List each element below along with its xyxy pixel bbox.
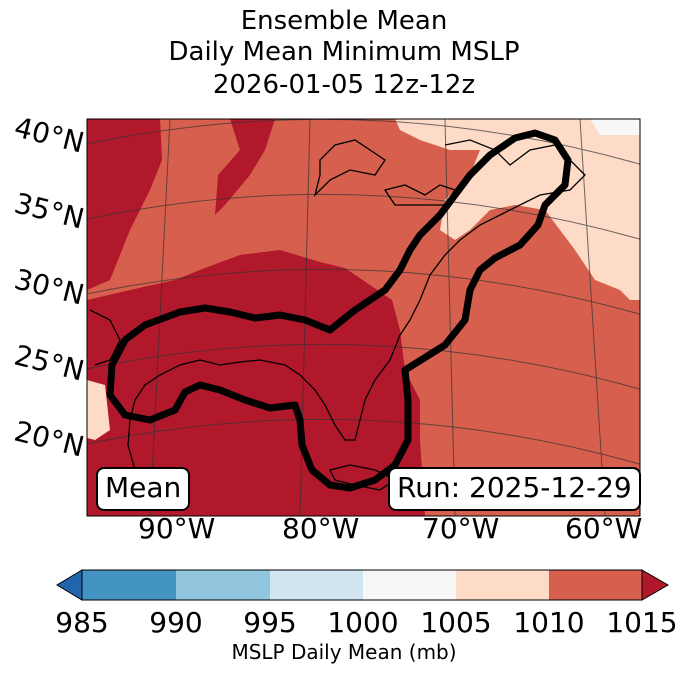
colorbar-frame: [81, 569, 643, 601]
colorbar-tick: 1010: [513, 606, 585, 639]
colorbar-bin: [549, 570, 642, 600]
title-line-1: Ensemble Mean: [240, 6, 448, 36]
map-frame: [86, 118, 641, 517]
colorbar-tick: 1000: [327, 606, 399, 639]
title-line-3: 2026-01-05 12z-12z: [212, 70, 476, 100]
colorbar-tick: 1015: [606, 606, 678, 639]
colorbar-bin: [82, 570, 176, 600]
lon-label-70w: 70°W: [422, 512, 500, 545]
colorbar-over-arrow: [641, 569, 670, 601]
pressure-field-1000-1005: [590, 119, 640, 135]
pressure-field-1005-1010: [395, 119, 640, 300]
colorbar-tick: 985: [55, 606, 109, 639]
lon-label-80w: 80°W: [282, 512, 360, 545]
title-line-2: Daily Mean Minimum MSLP: [168, 37, 520, 67]
colorbar-tick: 990: [149, 606, 203, 639]
colorbar-bin: [270, 570, 363, 600]
run-date-box: Run: 2025-12-29: [388, 467, 641, 511]
ensemble-contour: [106, 129, 572, 492]
pressure-field-peach-west: [87, 380, 110, 440]
colorbar-tick: 1005: [420, 606, 492, 639]
colorbar: [56, 569, 670, 601]
colorbar-under-arrow: [56, 569, 83, 601]
colorbar-tick: 995: [243, 606, 297, 639]
colorbar-label: MSLP Daily Mean (mb): [231, 640, 457, 664]
colorbar-bin: [176, 570, 270, 600]
colorbar-bin: [363, 570, 456, 600]
mean-label-box: Mean: [96, 467, 191, 511]
colorbar-bin: [456, 570, 549, 600]
lon-label-90w: 90°W: [138, 512, 216, 545]
lon-label-60w: 60°W: [565, 512, 643, 545]
